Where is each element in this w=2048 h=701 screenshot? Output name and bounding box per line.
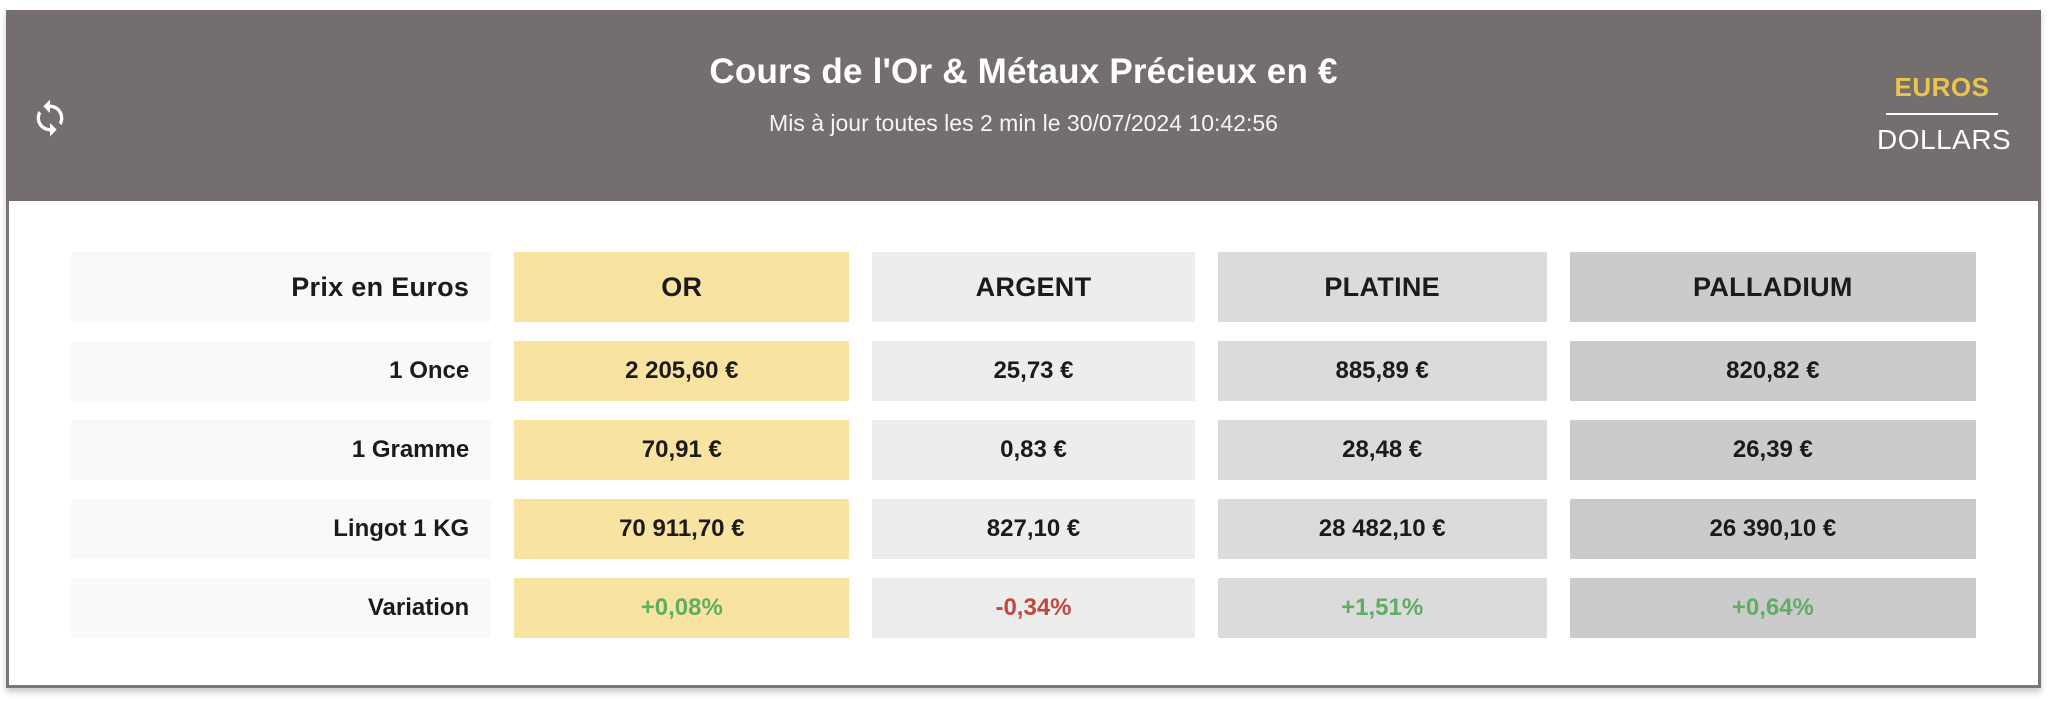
argent-once-value: 25,73 € [872, 341, 1195, 401]
title-block: Cours de l'Or & Métaux Précieux en € Mis… [709, 52, 1337, 137]
currency-option-dollars[interactable]: DOLLARS [1877, 124, 2012, 155]
argent-gramme-value: 0,83 € [872, 420, 1195, 480]
platine-variation-value: +1,51% [1217, 578, 1547, 638]
column-header-argent: ARGENT [872, 252, 1195, 322]
or-once-value: 2 205,60 € [514, 341, 850, 401]
platine-lingot-value: 28 482,10 € [1217, 499, 1547, 559]
column-header-or: OR [514, 252, 850, 322]
column-header-palladium: PALLADIUM [1569, 252, 1976, 322]
row-label-variation: Variation [71, 578, 492, 638]
widget-header: Cours de l'Or & Métaux Précieux en € Mis… [6, 10, 2041, 201]
page-title: Cours de l'Or & Métaux Précieux en € [709, 52, 1338, 91]
or-variation-value: +0,08% [514, 578, 850, 638]
palladium-lingot-value: 26 390,10 € [1569, 499, 1976, 559]
prices-table: Prix en Euros OR ARGENT PLATINE PALLADIU… [9, 252, 2038, 638]
currency-divider [1886, 113, 1998, 115]
palladium-gramme-value: 26,39 € [1569, 420, 1976, 480]
corner-label: Prix en Euros [71, 252, 492, 322]
or-lingot-value: 70 911,70 € [514, 499, 850, 559]
platine-gramme-value: 28,48 € [1217, 420, 1547, 480]
row-label-once: 1 Once [71, 341, 492, 401]
or-gramme-value: 70,91 € [514, 420, 850, 480]
refresh-icon [36, 99, 64, 137]
palladium-variation-value: +0,64% [1569, 578, 1976, 638]
refresh-button[interactable] [28, 96, 72, 140]
row-label-gramme: 1 Gramme [71, 420, 492, 480]
argent-variation-value: -0,34% [872, 578, 1195, 638]
column-header-platine: PLATINE [1217, 252, 1547, 322]
currency-option-euros[interactable]: EUROS [1894, 72, 1990, 102]
gold-prices-widget: Cours de l'Or & Métaux Précieux en € Mis… [6, 10, 2041, 688]
palladium-once-value: 820,82 € [1569, 341, 1976, 401]
argent-lingot-value: 827,10 € [872, 499, 1195, 559]
currency-toggle: EUROS DOLLARS [1877, 72, 2012, 156]
widget-body: Prix en Euros OR ARGENT PLATINE PALLADIU… [6, 201, 2041, 688]
platine-once-value: 885,89 € [1217, 341, 1547, 401]
row-label-lingot: Lingot 1 KG [71, 499, 492, 559]
last-updated-text: Mis à jour toutes les 2 min le 30/07/202… [769, 110, 1278, 136]
